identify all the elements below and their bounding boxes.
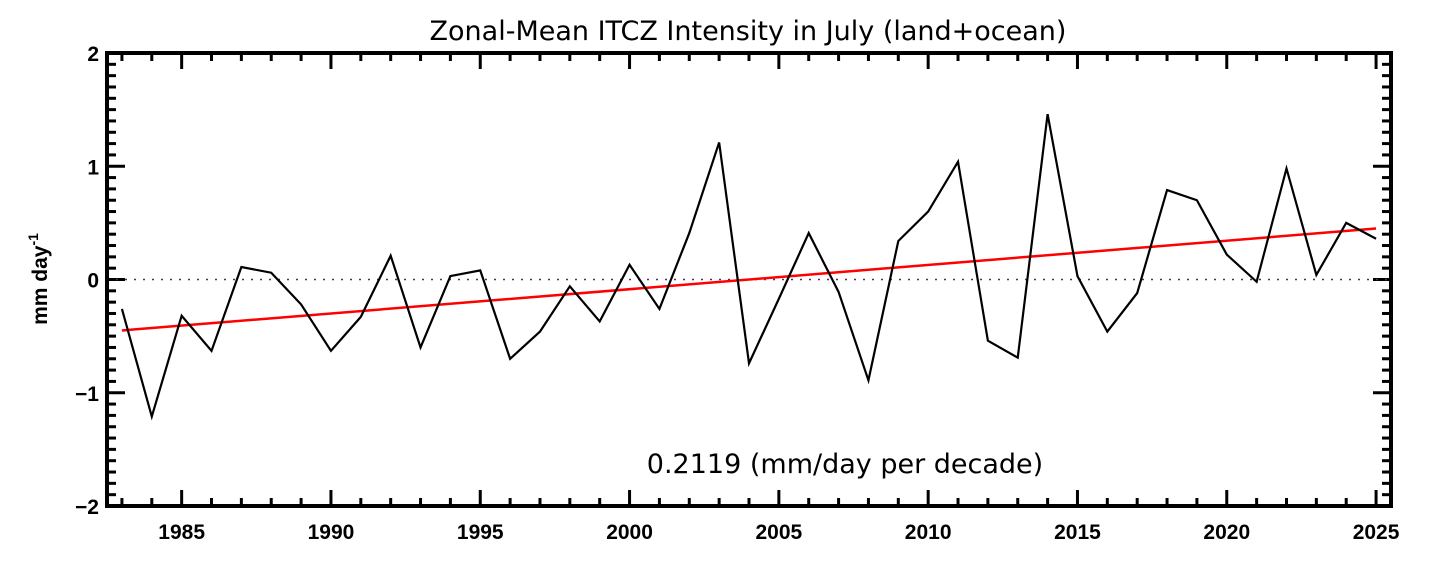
x-tick-label: 2015 bbox=[1054, 521, 1101, 544]
x-tick-label: 1995 bbox=[457, 521, 504, 544]
trend-annotation: 0.2119 (mm/day per decade) bbox=[647, 449, 1043, 480]
x-tick-label: 2025 bbox=[1353, 521, 1400, 544]
series-line bbox=[120, 113, 1377, 421]
x-tick-label: 1990 bbox=[308, 521, 355, 544]
y-tick-label: −1 bbox=[75, 383, 99, 406]
y-tick-label: 2 bbox=[87, 43, 99, 66]
tick-labels: 1985 1990 1995 2000 2005 2010 2015 2020 2025 −2 −1… bbox=[75, 43, 1400, 544]
x-tick-label: 2020 bbox=[1203, 521, 1250, 544]
y-tick-label: −2 bbox=[75, 496, 99, 519]
y-tick-label: 0 bbox=[87, 270, 99, 293]
y-tick-label: 1 bbox=[87, 156, 99, 179]
x-tick-label: 2010 bbox=[905, 521, 952, 544]
plot-frame bbox=[105, 51, 1393, 508]
x-tick-label: 1985 bbox=[158, 521, 205, 544]
x-tick-label: 2000 bbox=[606, 521, 653, 544]
x-tick-label: 2005 bbox=[756, 521, 803, 544]
chart-title: Zonal-Mean ITCZ Intensity in July (land+… bbox=[430, 16, 1067, 47]
y-axis-label: mm day-1 bbox=[25, 233, 52, 325]
data-points bbox=[122, 114, 1376, 416]
trend-line bbox=[121, 227, 1377, 332]
